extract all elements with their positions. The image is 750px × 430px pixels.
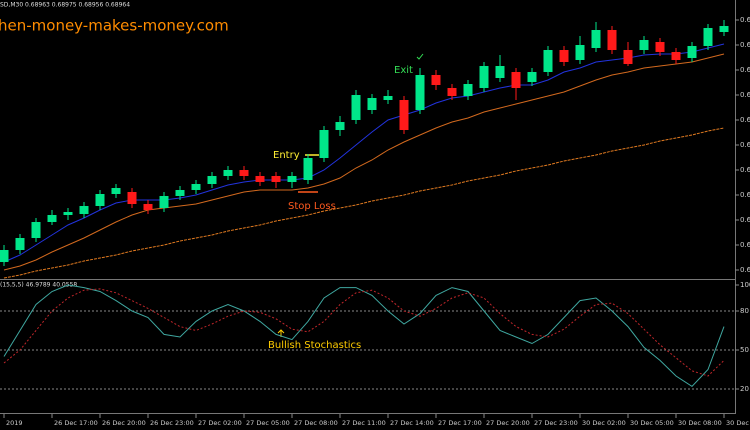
candle-body [607, 30, 617, 50]
y-tick-label: 0.6 [740, 216, 750, 224]
candle-body [655, 42, 665, 52]
candle-body [127, 192, 137, 204]
stoch-annotation: Bullish Stochastics [268, 340, 361, 351]
candle-body [575, 45, 585, 60]
y-tick-label: 0.6 [740, 66, 750, 74]
y-tick-label: 0.6 [740, 191, 750, 199]
candle-body [687, 46, 697, 58]
y-tick-label: 50 [740, 346, 749, 354]
x-tick-label: 26 Dec 23:00 [150, 419, 194, 427]
moving-average [3, 127, 725, 279]
candle-body [239, 170, 249, 176]
moving-average [3, 53, 725, 271]
x-tick-label: 2019 [6, 419, 23, 427]
y-tick-label: 0.6 [740, 141, 750, 149]
x-tick-label: 27 Dec 02:00 [198, 419, 242, 427]
x-tick-label: 30 Dec 08:00 [678, 419, 722, 427]
y-tick-label: 0.6 [740, 166, 750, 174]
candle-body [351, 95, 361, 120]
candle-body [111, 188, 121, 194]
x-tick-label: 30 Dec 05:00 [630, 419, 674, 427]
x-tick-label: 26 Dec 17:00 [54, 419, 98, 427]
moving-average [3, 43, 725, 263]
candle-body [511, 72, 521, 88]
candle-body [47, 215, 57, 222]
y-tick-label: 0.6 [740, 16, 750, 24]
y-tick-label: 0.6 [740, 241, 750, 249]
candle-body [591, 30, 601, 48]
x-tick-label: 30 Dec 02:00 [582, 419, 626, 427]
candle-body [303, 158, 313, 180]
candle-body [639, 40, 649, 50]
y-tick-label: 0.6 [740, 41, 750, 49]
candle-body [559, 50, 569, 62]
x-tick-label: 27 Dec 14:00 [390, 419, 434, 427]
x-tick-label: 27 Dec 20:00 [486, 419, 530, 427]
y-tick-label: 0.6 [740, 266, 750, 274]
candle-body [399, 100, 409, 130]
stoch-line [3, 288, 725, 377]
candle-body [479, 66, 489, 88]
x-tick-label: 27 Dec 08:00 [294, 419, 338, 427]
candle-body [255, 176, 265, 182]
candle-body [415, 75, 425, 110]
candle-body [175, 190, 185, 196]
x-tick-label: 27 Dec 17:00 [438, 419, 482, 427]
candle-body [463, 84, 473, 96]
y-tick-label: 80 [740, 307, 749, 315]
candle-body [703, 28, 713, 46]
x-tick-label: 26 Dec 20:00 [102, 419, 146, 427]
candle-body [527, 72, 537, 82]
candle-body [431, 75, 441, 85]
candle-body [383, 96, 393, 100]
candle-body [287, 176, 297, 182]
candle-body [623, 50, 633, 64]
candle-body [159, 196, 169, 208]
candle-body [31, 222, 41, 238]
candle-body [79, 206, 89, 214]
x-tick-label: 30 Dec 11:00 [726, 419, 750, 427]
candle-body [543, 50, 553, 72]
x-tick-label: 27 Dec 05:00 [246, 419, 290, 427]
exit-check [416, 53, 424, 60]
x-tick-label: 27 Dec 23:00 [534, 419, 578, 427]
exit-label: Exit [394, 65, 413, 76]
candle-body [335, 122, 345, 130]
candle-body [15, 238, 25, 250]
y-tick-label: 100 [740, 281, 750, 289]
candle-body [271, 176, 281, 182]
watermark: hen-money-makes-money.com [0, 17, 229, 35]
y-tick-label: 0.6 [740, 116, 750, 124]
x-tick-label: 27 Dec 11:00 [342, 419, 386, 427]
candle-body [207, 176, 217, 184]
candle-body [319, 130, 329, 158]
candle-body [95, 194, 105, 206]
candle-body [447, 88, 457, 96]
stop-label: Stop Loss [288, 201, 336, 212]
price-header: SD,M30 0.68963 0.68975 0.68956 0.68964 [0, 2, 130, 9]
candle-body [719, 26, 729, 32]
candle-body [671, 52, 681, 60]
stoch-header: (15,5,5) 46.9789 40.0558 [0, 282, 77, 289]
candle-body [0, 250, 9, 262]
candle-body [63, 212, 73, 215]
entry-label: Entry [273, 150, 300, 161]
y-tick-label: 0.6 [740, 91, 750, 99]
candle-body [223, 170, 233, 176]
candle-body [191, 184, 201, 190]
y-tick-label: 20 [740, 385, 749, 393]
candle-body [143, 204, 153, 210]
candle-body [367, 98, 377, 110]
candle-body [495, 66, 505, 78]
